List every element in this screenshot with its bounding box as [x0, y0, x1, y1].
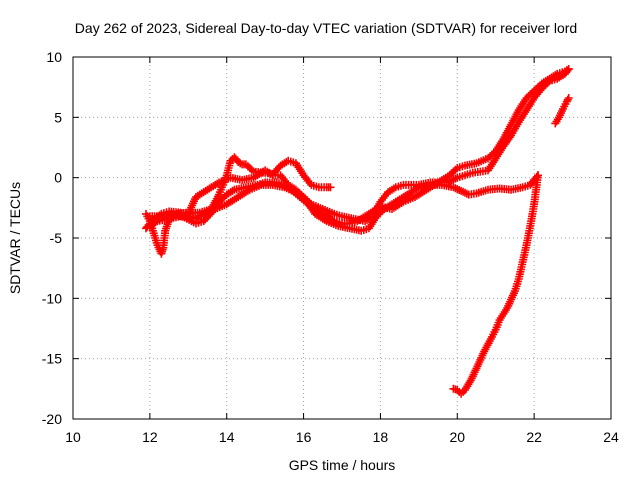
- x-tick-label: 24: [603, 429, 619, 445]
- data-point: [564, 65, 573, 74]
- series-track-5: [449, 171, 542, 398]
- x-tick-label: 18: [373, 429, 389, 445]
- series-track-3: [145, 65, 573, 230]
- series-track-4: [145, 171, 542, 235]
- grid-layer: [73, 57, 611, 419]
- y-tick-label: 5: [54, 109, 62, 125]
- x-axis-label: GPS time / hours: [289, 457, 396, 473]
- y-tick-label: 0: [54, 170, 62, 186]
- plot-frame: [72, 56, 612, 420]
- series-track-6: [551, 94, 573, 128]
- x-tick-label: 10: [65, 429, 81, 445]
- data-point: [534, 171, 542, 180]
- y-tick-label: 10: [46, 49, 62, 65]
- x-tick-label: 20: [449, 429, 465, 445]
- ticks-layer: 10 12 14 16 18 20 22 24 -20 -15 -10 -5 0 5 10: [42, 49, 619, 445]
- x-tick-label: 16: [296, 429, 312, 445]
- y-tick-label: -5: [50, 230, 63, 246]
- x-tick-label: 12: [142, 429, 158, 445]
- y-tick-label: -10: [42, 290, 62, 306]
- y-axis-label: SDTVAR / TECUs: [7, 182, 23, 294]
- data-layer: [142, 65, 573, 398]
- x-tick-label: 22: [526, 429, 542, 445]
- data-point: [564, 94, 573, 102]
- data-point: [326, 183, 335, 192]
- x-tick-label: 14: [219, 429, 235, 445]
- series-trace: [452, 174, 540, 395]
- y-tick-label: -20: [42, 411, 62, 427]
- chart-title: Day 262 of 2023, Sidereal Day-to-day VTE…: [75, 20, 577, 36]
- y-tick-label: -15: [42, 351, 62, 367]
